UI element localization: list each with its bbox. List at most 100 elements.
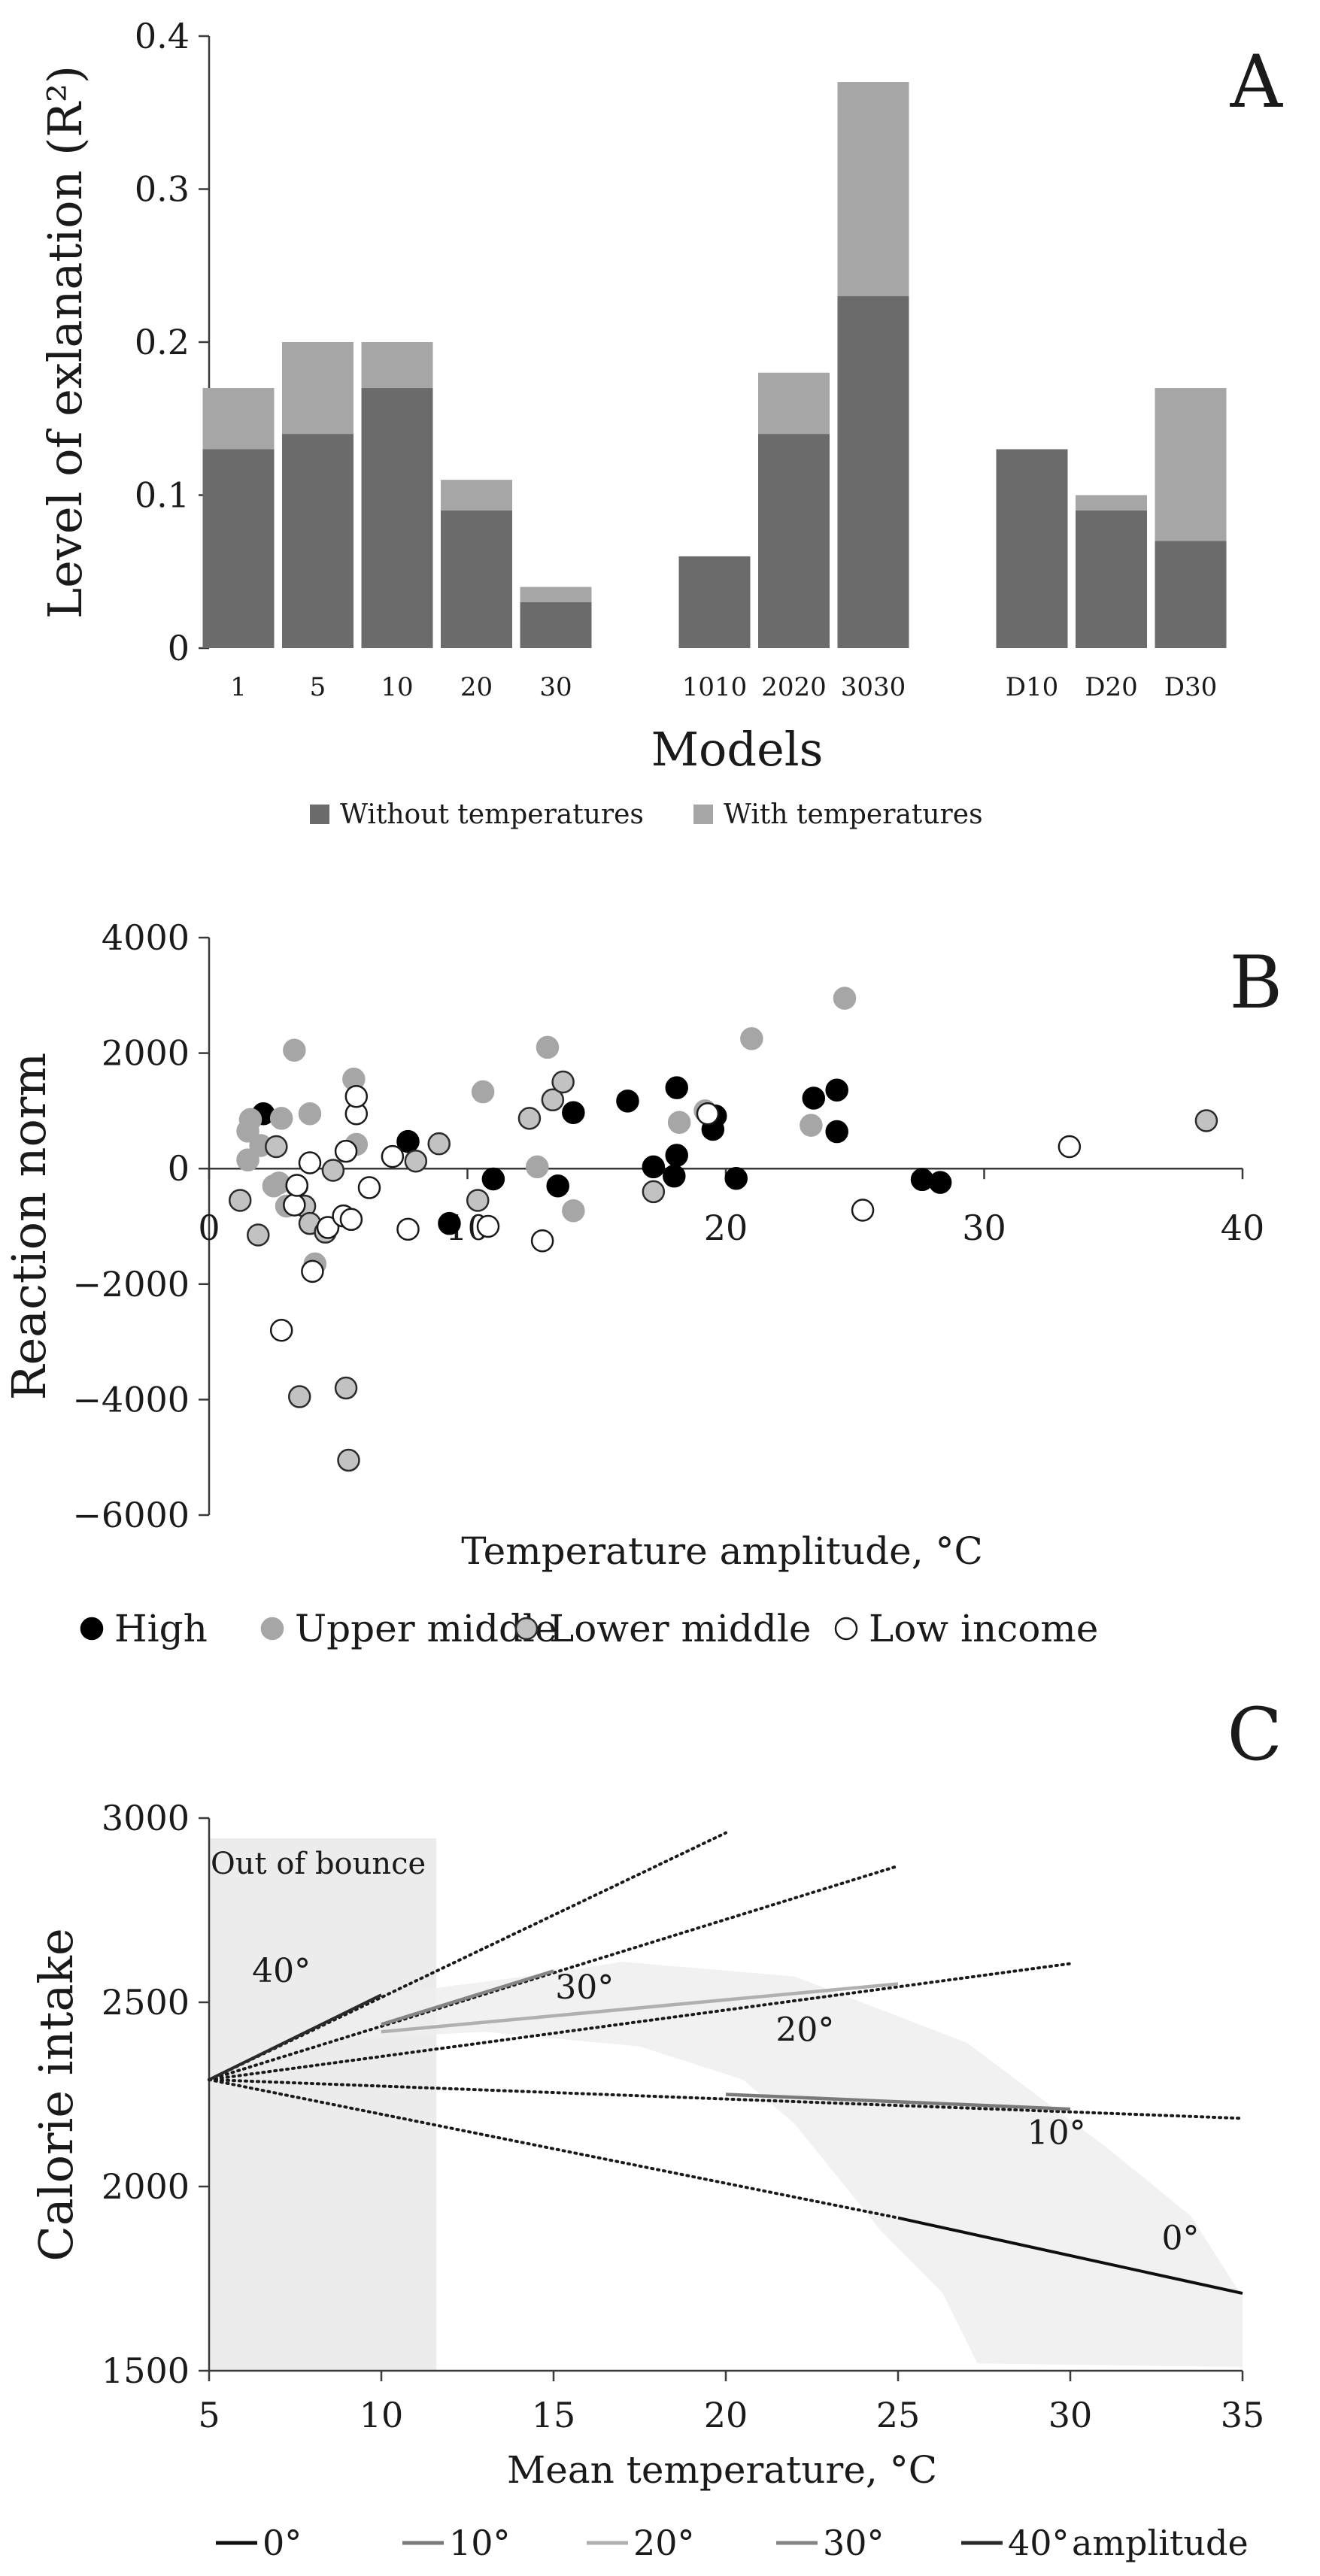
scatter-point-high xyxy=(665,1076,688,1099)
out-of-bounds-label: Out of bounce xyxy=(211,1847,426,1881)
y-axis-title: Level of exlanation (R²) xyxy=(38,65,93,619)
scatter-point-lower-middle xyxy=(287,1385,311,1408)
scatter-point-low-income xyxy=(381,1144,405,1168)
scatter-point-lower-middle xyxy=(466,1189,490,1212)
scatter-point-upper-middle xyxy=(238,1108,262,1132)
bar-without-temperatures xyxy=(758,434,830,648)
y-tick-label: 0 xyxy=(168,628,190,668)
x-tick-label: 10 xyxy=(360,2395,404,2435)
scatter-point-lower-middle xyxy=(228,1189,252,1212)
scatter-point-upper-middle xyxy=(833,986,857,1010)
scatter-point-high xyxy=(665,1144,688,1167)
scatter-point-upper-middle xyxy=(536,1035,560,1059)
scatter-point-low-income xyxy=(283,1193,306,1217)
legend-label-upper-middle: Upper middle xyxy=(295,1607,557,1650)
scatter-point-upper-middle xyxy=(562,1199,585,1223)
x-axis-title: Temperature amplitude, °C xyxy=(461,1529,983,1573)
scatter-point-high xyxy=(438,1211,461,1235)
scatter-point-high xyxy=(562,1101,585,1124)
legend-label-low-income: Low income xyxy=(869,1607,1098,1650)
x-tick-label: 1010 xyxy=(682,672,748,702)
scatter-point-upper-middle xyxy=(800,1114,823,1137)
x-tick-label: 20 xyxy=(460,672,493,702)
bar-with-temperatures xyxy=(202,388,275,450)
x-axis-title: Mean temperature, °C xyxy=(507,2448,937,2492)
legend-label-30deg: 30° xyxy=(823,2523,885,2563)
scatter-point-upper-middle xyxy=(283,1038,306,1062)
scatter-point-upper-middle xyxy=(667,1111,691,1135)
dotted-extension-0deg xyxy=(208,2077,900,2220)
x-axis-title: Models xyxy=(651,722,824,777)
x-tick-label: D20 xyxy=(1085,672,1138,702)
bar-without-temperatures xyxy=(361,388,433,648)
bar-without-temperatures xyxy=(1155,541,1227,648)
y-tick-label: −2000 xyxy=(72,1264,190,1305)
y-tick-label: 0.1 xyxy=(135,475,190,516)
dotted-extension-10deg xyxy=(208,2077,1244,2120)
legend-label-40deg: 40° xyxy=(1008,2523,1070,2563)
x-tick-label: 10 xyxy=(381,672,413,702)
y-tick-label: 1500 xyxy=(102,2350,190,2391)
x-tick-label: 40 xyxy=(1221,1208,1265,1248)
legend-suffix: amplitude xyxy=(1072,2523,1249,2563)
legend-label-0deg: 0° xyxy=(262,2523,302,2563)
scatter-point-low-income xyxy=(476,1214,500,1238)
bar-without-temperatures xyxy=(441,510,512,648)
y-tick-label: −6000 xyxy=(72,1495,190,1535)
scatter-point-high xyxy=(396,1129,420,1153)
x-tick-label: 5 xyxy=(198,2395,220,2435)
bar-without-temperatures xyxy=(678,556,751,648)
scatter-point-high xyxy=(928,1171,952,1194)
scatter-point-high xyxy=(825,1078,848,1102)
y-tick-label: −4000 xyxy=(72,1379,190,1420)
line-label-40deg: 40° xyxy=(252,1952,311,1990)
scatter-point-low-income xyxy=(357,1176,381,1199)
scatter-point-lower-middle xyxy=(334,1376,358,1400)
scatter-point-high xyxy=(724,1167,748,1190)
scatter-point-lower-middle xyxy=(1194,1109,1218,1132)
bar-without-temperatures xyxy=(282,434,354,648)
scatter-point-low-income xyxy=(334,1139,358,1163)
bar-with-temperatures xyxy=(758,372,830,435)
dotted-extension-20deg xyxy=(208,1962,1072,2081)
x-tick-label: D30 xyxy=(1164,672,1218,702)
scatter-point-high xyxy=(546,1174,569,1198)
x-tick-label: 1 xyxy=(230,672,247,702)
scatter-point-high xyxy=(481,1167,505,1191)
legend-label-high: High xyxy=(114,1607,208,1650)
y-tick-label: 0.2 xyxy=(135,322,190,362)
scatter-point-lower-middle xyxy=(265,1135,288,1159)
legend-marker-high xyxy=(80,1617,104,1641)
legend-swatch-with xyxy=(693,805,713,824)
scatter-point-lower-middle xyxy=(541,1088,565,1112)
scatter-point-lower-middle xyxy=(427,1132,451,1156)
bar-with-temperatures xyxy=(837,82,909,296)
scatter-point-low-income xyxy=(696,1102,720,1126)
scatter-point-low-income xyxy=(1058,1135,1082,1159)
scatter-point-upper-middle xyxy=(525,1155,549,1179)
bar-with-temperatures xyxy=(282,342,354,435)
scatter-point-low-income xyxy=(851,1199,875,1222)
scatter-point-upper-middle xyxy=(471,1080,495,1104)
scatter-point-lower-middle xyxy=(404,1149,428,1173)
scatter-point-upper-middle xyxy=(298,1102,322,1126)
solid-line-20deg xyxy=(381,1982,899,2034)
scatter-point-lower-middle xyxy=(247,1223,270,1247)
legend-marker-lower-middle xyxy=(514,1617,539,1641)
line-label-30deg: 30° xyxy=(555,1968,614,2007)
panel-a-bar-chart: 0 0.1 0.2 0.3 0.4 1 5 10 20 30 1010 2020 3030 D10 D20 D… xyxy=(38,16,1227,830)
scatter-point-low-income xyxy=(301,1259,324,1283)
x-tick-label: 20 xyxy=(704,2395,748,2435)
scatter-point-low-income xyxy=(396,1217,420,1241)
scatter-point-high xyxy=(616,1089,639,1113)
x-tick-label: 3030 xyxy=(841,672,906,702)
y-tick-label: 0.3 xyxy=(135,169,190,210)
x-tick-label: 30 xyxy=(539,672,572,702)
scatter-point-high xyxy=(642,1155,666,1179)
y-tick-label: 0 xyxy=(168,1148,190,1189)
bar-without-temperatures xyxy=(202,449,275,648)
scatter-point-upper-middle xyxy=(269,1107,293,1130)
y-tick-label: 2000 xyxy=(102,2166,190,2207)
